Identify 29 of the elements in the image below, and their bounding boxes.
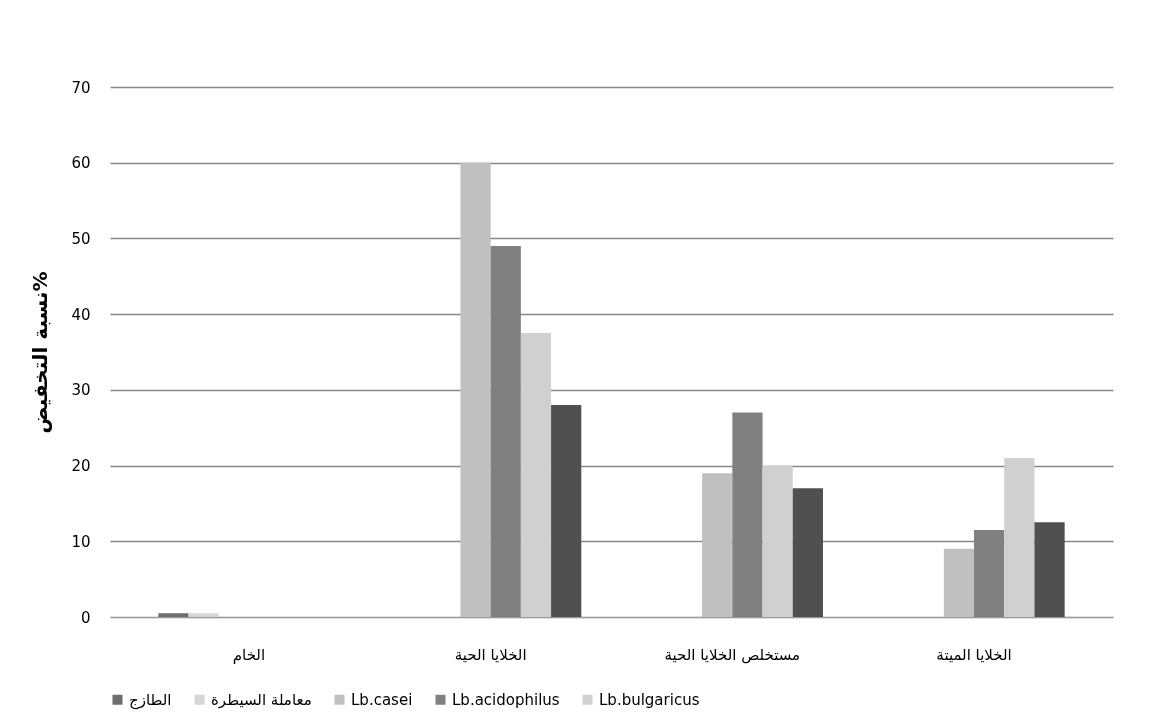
y-tick-label: 0 (80, 608, 91, 627)
y-tick-label: 70 (71, 78, 91, 97)
legend-label: الطازج (129, 690, 172, 710)
legend-label: Lb.bulgaricus (599, 690, 700, 709)
y-tick-label: 30 (71, 381, 91, 400)
bar (762, 465, 793, 617)
bar (1034, 522, 1065, 617)
x-tick-label: الخام (232, 645, 266, 664)
x-tick-label: الخلايا الحية (454, 645, 527, 664)
y-axis-title: نسبة التخفيض% (28, 271, 53, 434)
legend-label: Lb.casei (351, 690, 413, 709)
bar (520, 333, 552, 617)
bar (943, 548, 975, 617)
bar (792, 488, 823, 617)
y-tick-label: 40 (71, 305, 91, 324)
bar (158, 613, 189, 617)
bar (551, 405, 582, 617)
y-tick-label: 60 (71, 154, 91, 173)
bar (460, 162, 491, 617)
x-tick-label: الخلايا الميتة (936, 645, 1012, 664)
y-tick-label: 50 (71, 229, 91, 248)
y-tick-label: 20 (71, 457, 91, 476)
legend-label: معاملة السيطرة (211, 690, 312, 709)
x-tick-label: مستخلص الخلايا الحية (664, 645, 801, 664)
y-tick-label: 10 (71, 532, 91, 551)
bar (1004, 458, 1035, 617)
bar (702, 473, 733, 617)
bar (188, 613, 219, 617)
legend-label: Lb.acidophilus (452, 690, 560, 709)
